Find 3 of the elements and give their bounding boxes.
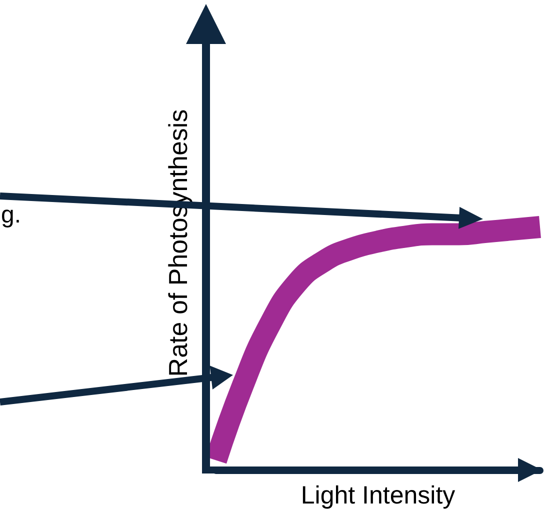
x-axis-title: Light Intensity — [300, 482, 456, 510]
y-axis-title: Rate of Photosynthesis — [163, 109, 193, 377]
text: g. — [1, 202, 22, 228]
